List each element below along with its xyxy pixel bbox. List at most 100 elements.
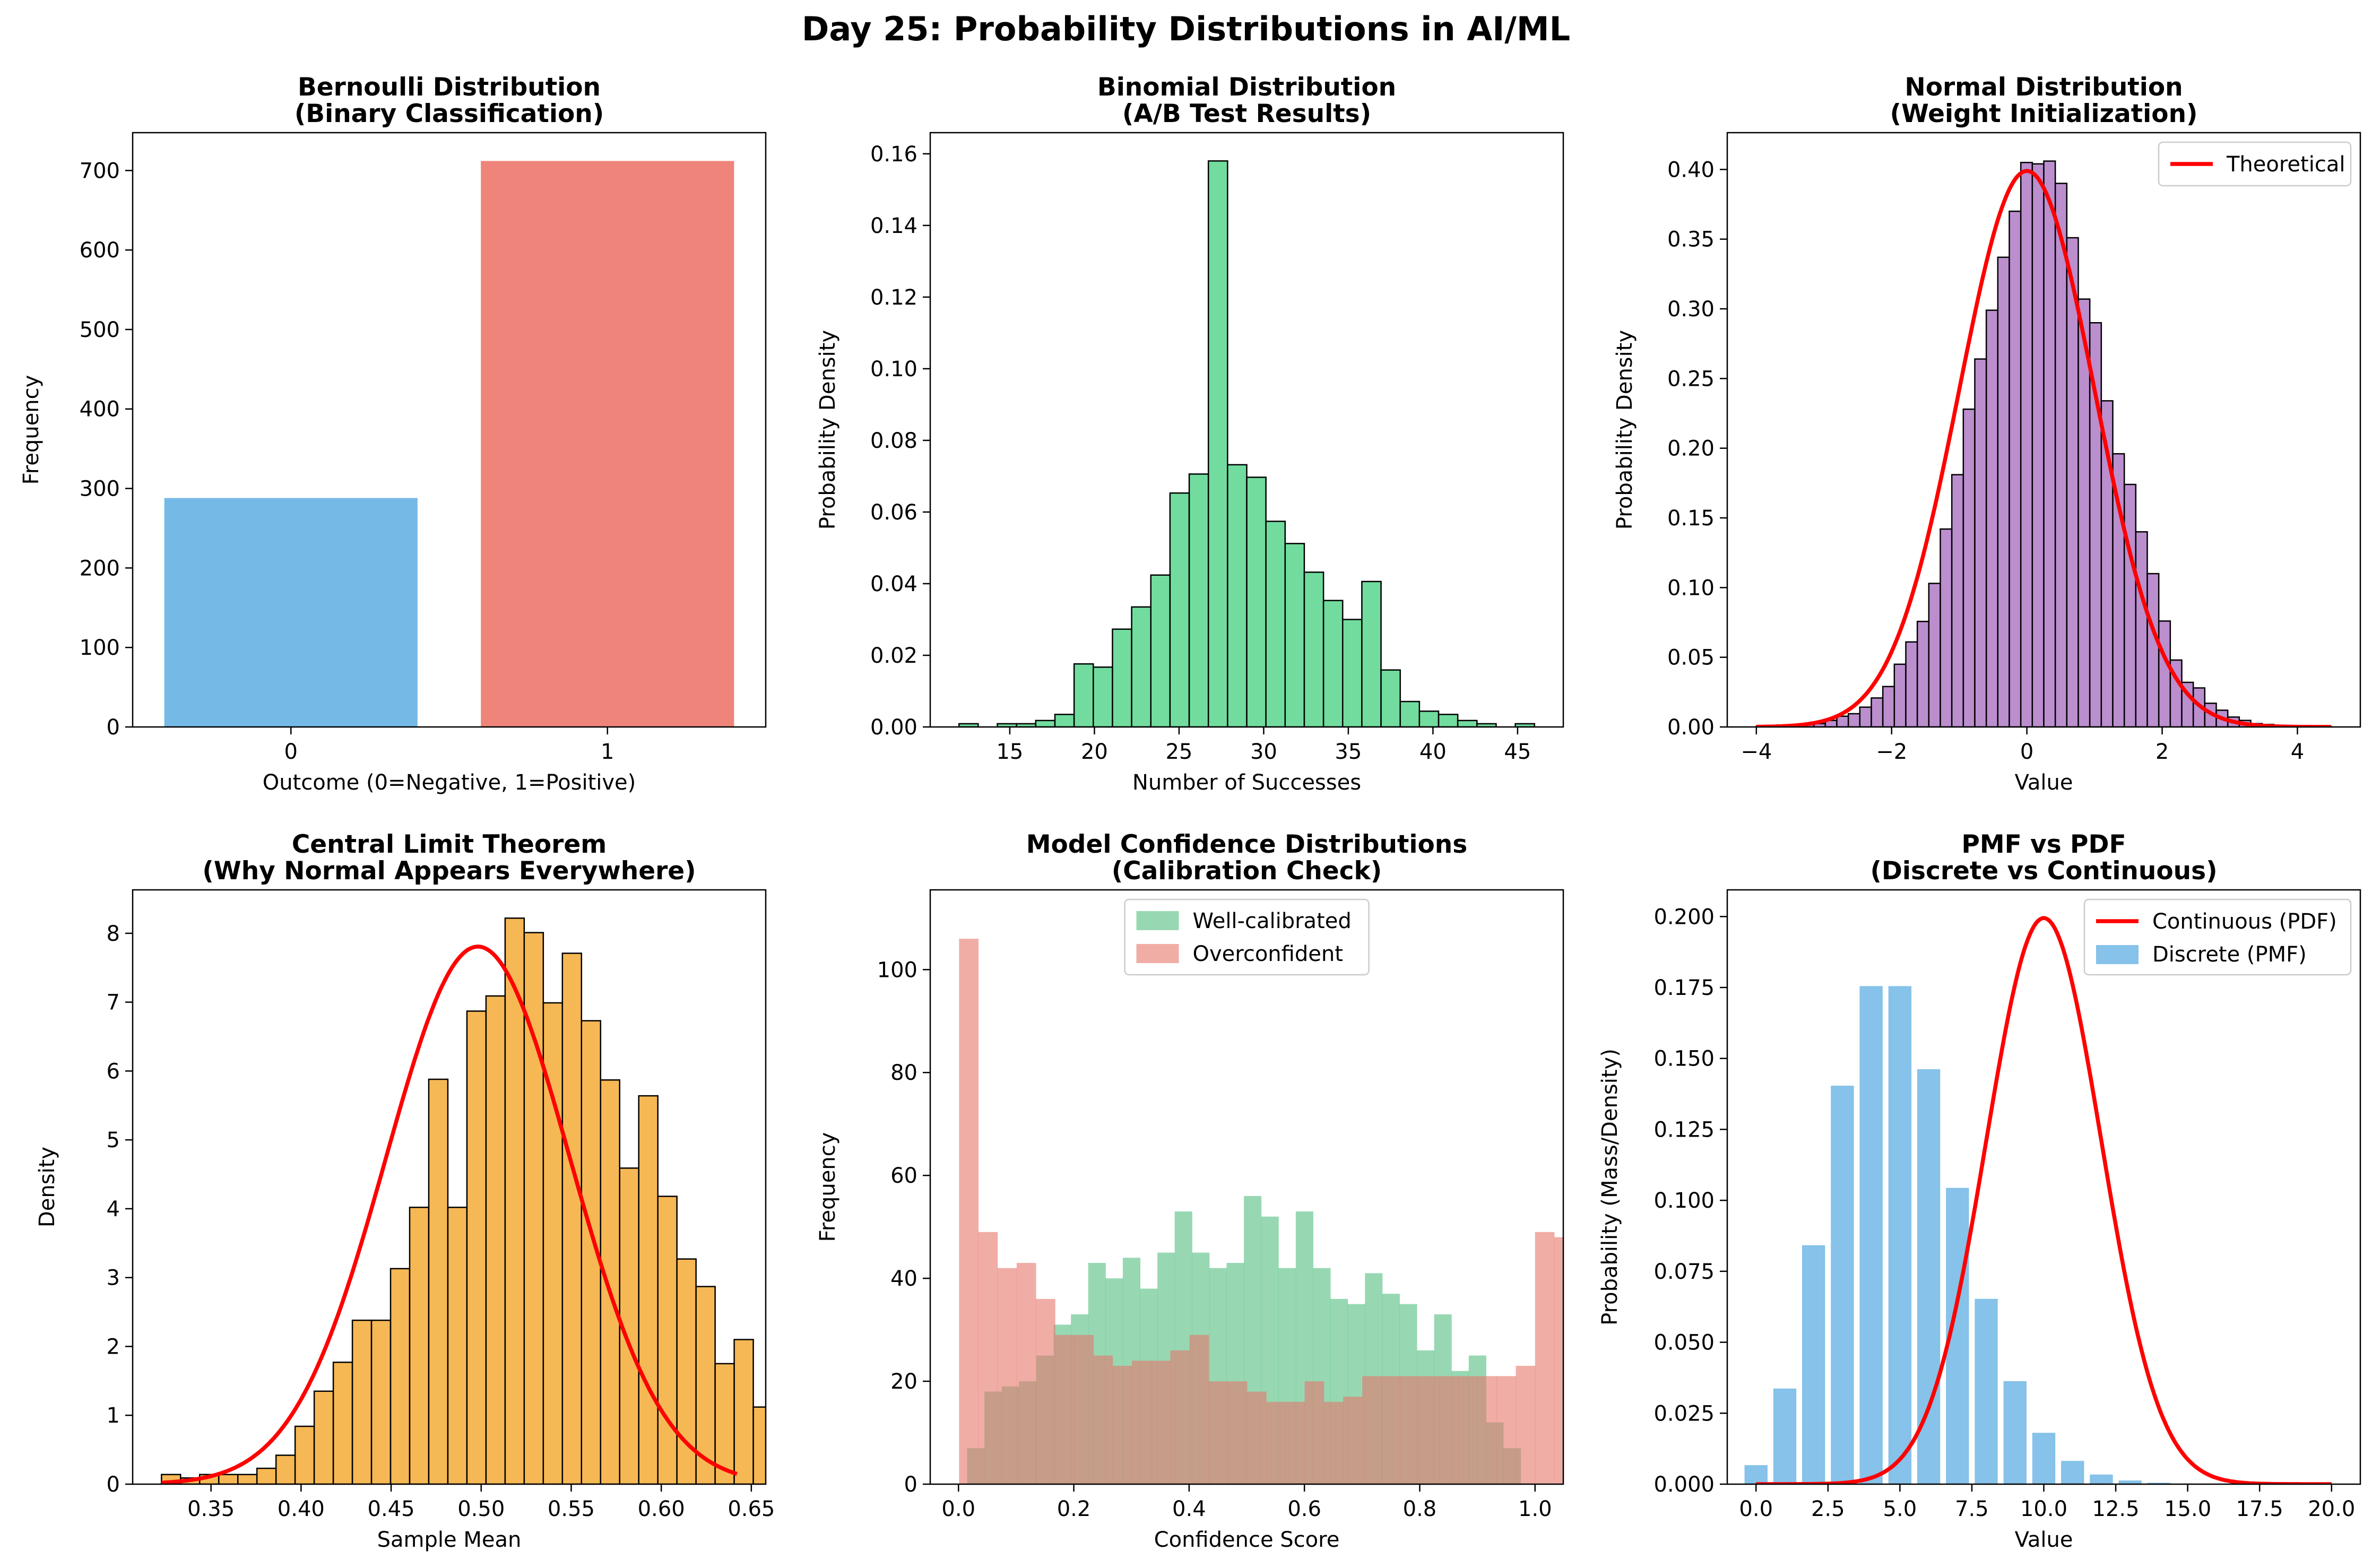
x-tick-label: 2.5 [1811, 1497, 1845, 1521]
histogram-bar [237, 1474, 258, 1484]
histogram-bar [409, 1207, 430, 1484]
histogram-bar [1916, 620, 1930, 727]
histogram-bar [638, 1095, 659, 1484]
histogram-bar [256, 1467, 277, 1484]
chart-subtitle: (Binary Classification) [295, 99, 604, 128]
x-tick-label: 35 [1335, 740, 1362, 764]
legend-swatch [2096, 945, 2139, 964]
histogram-bar [1093, 666, 1113, 727]
histogram-bar [1073, 663, 1094, 727]
pmf-bar [1802, 1245, 1825, 1484]
x-tick-label: −2 [1876, 740, 1907, 764]
pmf-bar [2147, 1483, 2171, 1484]
x-tick-label: −4 [1741, 740, 1772, 764]
x-tick-label: 0.35 [187, 1497, 235, 1521]
legend-swatch [1136, 944, 1179, 963]
histogram-bar [1284, 543, 1305, 727]
histogram-bar [485, 995, 506, 1484]
histogram-bar [1905, 641, 1918, 727]
histogram-bar [389, 1268, 411, 1484]
y-tick-label: 0.30 [1667, 297, 1715, 322]
pdf-curve [1756, 916, 2332, 1484]
chart-title: PMF vs PDF [1961, 830, 2126, 859]
y-tick-label: 5 [107, 1128, 120, 1153]
legend-label: Theoretical [2226, 152, 2345, 177]
y-tick-label: 0.050 [1654, 1331, 1715, 1355]
legend [2158, 141, 2352, 187]
histogram-bar [1882, 686, 1895, 727]
histogram-bar [1997, 256, 2010, 727]
histogram-bar [2009, 210, 2022, 727]
y-tick-label: 700 [80, 159, 120, 183]
legend-label: Overconfident [1193, 942, 1343, 966]
histogram-bar [332, 1362, 353, 1484]
y-tick-label: 2 [107, 1335, 120, 1359]
histogram-bar [1399, 700, 1421, 727]
plot-area [958, 160, 1535, 727]
histogram-bar [1343, 1397, 1363, 1484]
histogram-bar [1380, 669, 1401, 727]
histogram-bar [1265, 521, 1286, 727]
y-tick-label: 0.075 [1654, 1260, 1715, 1284]
chart-subtitle: (A/B Test Results) [1122, 99, 1371, 128]
pmf-bar [1773, 1388, 1797, 1484]
histogram-bar [997, 1268, 1017, 1484]
histogram-bar [657, 1196, 678, 1484]
legend-label: Discrete (PMF) [2152, 942, 2307, 967]
y-tick-label: 0.05 [1667, 646, 1715, 670]
x-tick-label: 1.0 [1518, 1497, 1552, 1521]
histogram-bar [959, 939, 979, 1484]
axes-frame [132, 889, 767, 1485]
pmf-bar [2090, 1474, 2113, 1484]
y-tick-label: 400 [80, 397, 120, 422]
y-tick-label: 100 [80, 636, 120, 660]
pmf-bar [1831, 1086, 1854, 1484]
histogram-bar [1477, 1376, 1497, 1484]
y-tick-label: 0.10 [870, 357, 917, 382]
y-tick-label: 3 [107, 1266, 120, 1290]
axes-frame [132, 132, 767, 728]
histogram-bar [294, 1425, 315, 1484]
pmf-bar [2118, 1480, 2142, 1484]
histogram-bar [2135, 531, 2148, 727]
chart-title: Bernoulli Distribution [298, 73, 601, 102]
legend-swatch [1136, 911, 1179, 930]
chart-panel: Binomial Distribution(A/B Test Results) N… [816, 73, 1564, 795]
pmf-bar [1975, 1298, 1998, 1484]
histogram-bar [561, 952, 583, 1484]
y-tick-label: 600 [80, 238, 120, 263]
y-tick-label: 60 [890, 1164, 917, 1188]
y-tick-label: 0.16 [870, 142, 917, 167]
histogram-bar [1940, 528, 1953, 727]
y-tick-label: 40 [890, 1267, 917, 1291]
chart-panel: Model Confidence Distributions(Calibrati… [816, 830, 1564, 1552]
y-tick-label: 0.02 [870, 644, 917, 668]
histogram-bar [1036, 1298, 1055, 1484]
legend [1124, 898, 1370, 976]
x-axis-label: Outcome (0=Negative, 1=Positive) [263, 770, 636, 795]
y-tick-label: 0.25 [1667, 367, 1715, 391]
y-axis-label: Density [35, 1147, 59, 1227]
y-tick-label: 0.125 [1654, 1117, 1715, 1142]
y-tick-label: 0 [107, 715, 120, 740]
chart-subtitle: (Weight Initialization) [1890, 99, 2197, 128]
x-tick-label: 2 [2155, 740, 2169, 764]
y-axis-label: Probability Density [1613, 330, 1637, 530]
x-tick-label: 25 [1165, 740, 1192, 764]
y-tick-label: 80 [890, 1061, 917, 1085]
histogram-bar [1893, 663, 1907, 727]
x-tick-label: 0.50 [457, 1497, 505, 1521]
histogram-bar [2123, 483, 2137, 727]
x-tick-label: 5.0 [1883, 1497, 1917, 1521]
x-tick-label: 1 [601, 740, 614, 764]
histogram-bar [1457, 720, 1478, 727]
histogram-bar [1207, 160, 1228, 727]
histogram-bar [1112, 1365, 1132, 1484]
histogram-bar [1227, 464, 1248, 727]
x-tick-label: 45 [1504, 740, 1531, 764]
x-axis-label: Value [2015, 1528, 2073, 1552]
chart-subtitle: (Discrete vs Continuous) [1870, 856, 2217, 886]
histogram-bar [1266, 1401, 1286, 1484]
y-tick-label: 0.100 [1654, 1189, 1715, 1213]
pmf-bar [2061, 1461, 2084, 1484]
